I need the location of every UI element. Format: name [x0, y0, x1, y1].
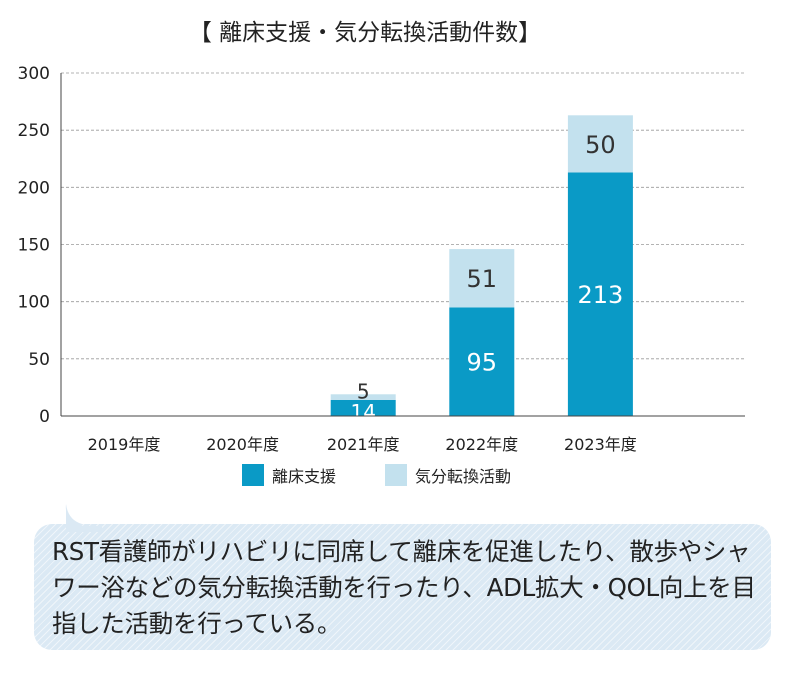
x-axis: 2019年度 2020年度 2021年度 2022年度 2023年度: [61, 415, 745, 454]
x-tick-label: 2023年度: [564, 435, 637, 454]
x-tick-label: 2019年度: [88, 435, 161, 454]
bar-chart: 【 離床支援・気分転換活動件数】 0 50 100 150 200 250 300 145 9…: [18, 20, 745, 486]
legend-swatch: [242, 464, 264, 486]
bar-kibun-tenkan: [330, 394, 396, 400]
x-tick-label: 2021年度: [327, 435, 400, 454]
data-label: 213: [577, 281, 623, 309]
y-tick-label: 100: [18, 293, 50, 313]
y-tick-label: 300: [18, 64, 50, 84]
data-label: 50: [585, 131, 616, 159]
bar-kibun-tenkan: [449, 249, 515, 308]
chart-title: 【 離床支援・気分転換活動件数】: [189, 20, 541, 46]
y-tick-label: 0: [39, 407, 50, 427]
speech-bubble-tail: [65, 504, 102, 532]
x-tick-label: 2022年度: [445, 435, 518, 454]
data-label: 14: [350, 400, 375, 424]
bar-rishou-shien: [567, 172, 633, 416]
grid-lines: [61, 72, 745, 360]
legend-label: 離床支援: [272, 467, 336, 486]
data-label: 5: [357, 379, 370, 403]
x-tick-label: 2020年度: [206, 435, 279, 454]
y-tick-label: 50: [28, 350, 50, 370]
bars: 145 95 51 213 50: [330, 115, 633, 424]
data-label: 95: [467, 349, 498, 377]
y-axis: 0 50 100 150 200 250 300: [18, 64, 62, 427]
data-label: 51: [467, 265, 498, 293]
y-tick-label: 250: [18, 121, 50, 141]
note-text: RST看護師がリハビリに同席して離床を促進したり、散歩やシャワー浴などの気分転換…: [52, 537, 756, 638]
legend-swatch: [385, 464, 407, 486]
bar-kibun-tenkan: [567, 115, 633, 173]
y-tick-label: 200: [18, 178, 50, 198]
y-tick-label: 150: [18, 236, 50, 256]
legend-label: 気分転換活動: [415, 467, 511, 486]
bar-rishou-shien: [449, 307, 515, 416]
legend: 離床支援 気分転換活動: [242, 464, 511, 486]
note-box: [34, 524, 771, 650]
bar-rishou-shien: [330, 399, 396, 416]
